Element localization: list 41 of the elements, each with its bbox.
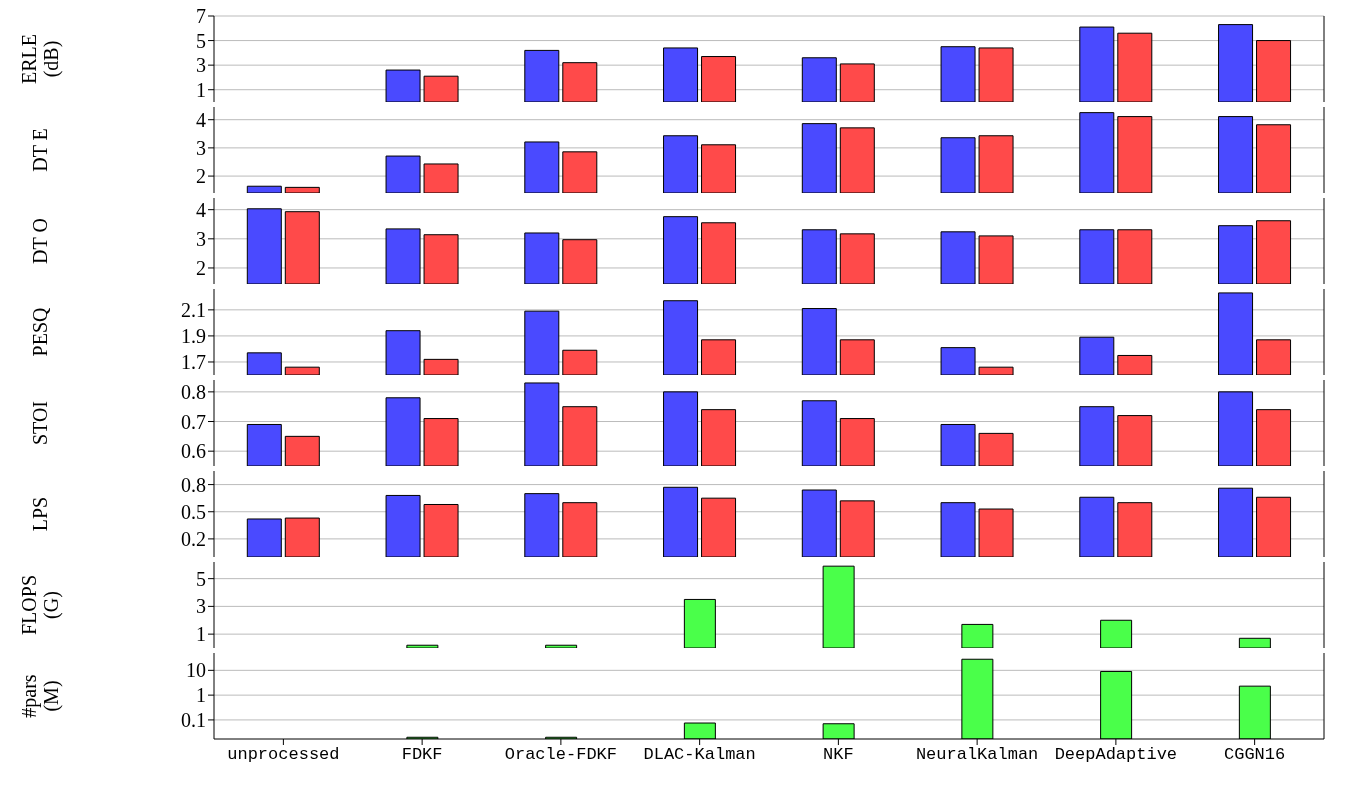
y-tick-label: 3	[196, 136, 206, 159]
y-tick-label: 0.7	[181, 410, 206, 433]
y-tick-label: 5	[196, 29, 206, 52]
x-tick-label: CGGN16	[1224, 745, 1286, 765]
y-tick-label: 2	[196, 165, 206, 188]
y-tick-label: 3	[196, 595, 206, 618]
y-axis-title: ERLE (dB)	[18, 34, 63, 84]
y-tick-label: 0.5	[181, 500, 206, 523]
y-axis-title: STOI	[29, 400, 51, 446]
y-tick-label: 2.1	[181, 298, 206, 321]
y-axis-title: #pars (M)	[18, 674, 63, 718]
y-tick-label: 4	[196, 108, 206, 131]
y-tick-label: 3	[196, 54, 206, 77]
y-axis-title: DT E	[29, 128, 51, 172]
y-axis-title: PESQ	[29, 306, 51, 357]
y-tick-label: 1	[196, 623, 206, 646]
y-tick-label: 0.8	[181, 380, 206, 403]
y-tick-label: 1	[196, 684, 206, 707]
y-tick-label: 10	[186, 659, 206, 682]
y-axis-title: LPS	[29, 496, 51, 532]
y-tick-label: 4	[196, 198, 206, 221]
x-tick-label: DeepAdaptive	[1054, 745, 1178, 765]
x-tick-label: NKF	[823, 745, 854, 765]
y-tick-label: 5	[196, 567, 206, 590]
x-tick-label: NeuralKalman	[915, 745, 1039, 765]
y-tick-label: 7	[196, 5, 206, 28]
y-tick-label: 1.9	[181, 325, 206, 348]
y-tick-label: 0.1	[181, 709, 206, 732]
y-axis-title: DT O	[29, 218, 51, 264]
y-tick-label: 0.8	[181, 473, 206, 496]
y-tick-label: 0.6	[181, 440, 206, 463]
x-tick-label: DLAC-Kalman	[643, 745, 756, 765]
y-tick-label: 0.2	[181, 527, 206, 550]
y-tick-label: 1	[196, 78, 206, 101]
x-tick-label: Oracle-FDKF	[504, 745, 617, 765]
x-tick-label: unprocessed	[227, 745, 340, 765]
y-tick-label: 3	[196, 227, 206, 250]
y-tick-label: 1.7	[181, 351, 206, 374]
x-tick-label: FDKF	[401, 745, 443, 765]
y-tick-label: 2	[196, 257, 206, 280]
y-axis-title: FLOPS (G)	[18, 574, 63, 636]
